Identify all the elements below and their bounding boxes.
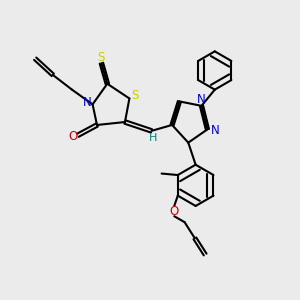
Text: H: H — [149, 133, 157, 143]
Text: O: O — [169, 205, 179, 218]
Text: O: O — [68, 130, 77, 143]
Text: N: N — [197, 93, 206, 106]
Text: N: N — [83, 96, 92, 110]
Text: S: S — [98, 51, 105, 64]
Text: S: S — [132, 89, 139, 102]
Text: N: N — [210, 124, 219, 137]
